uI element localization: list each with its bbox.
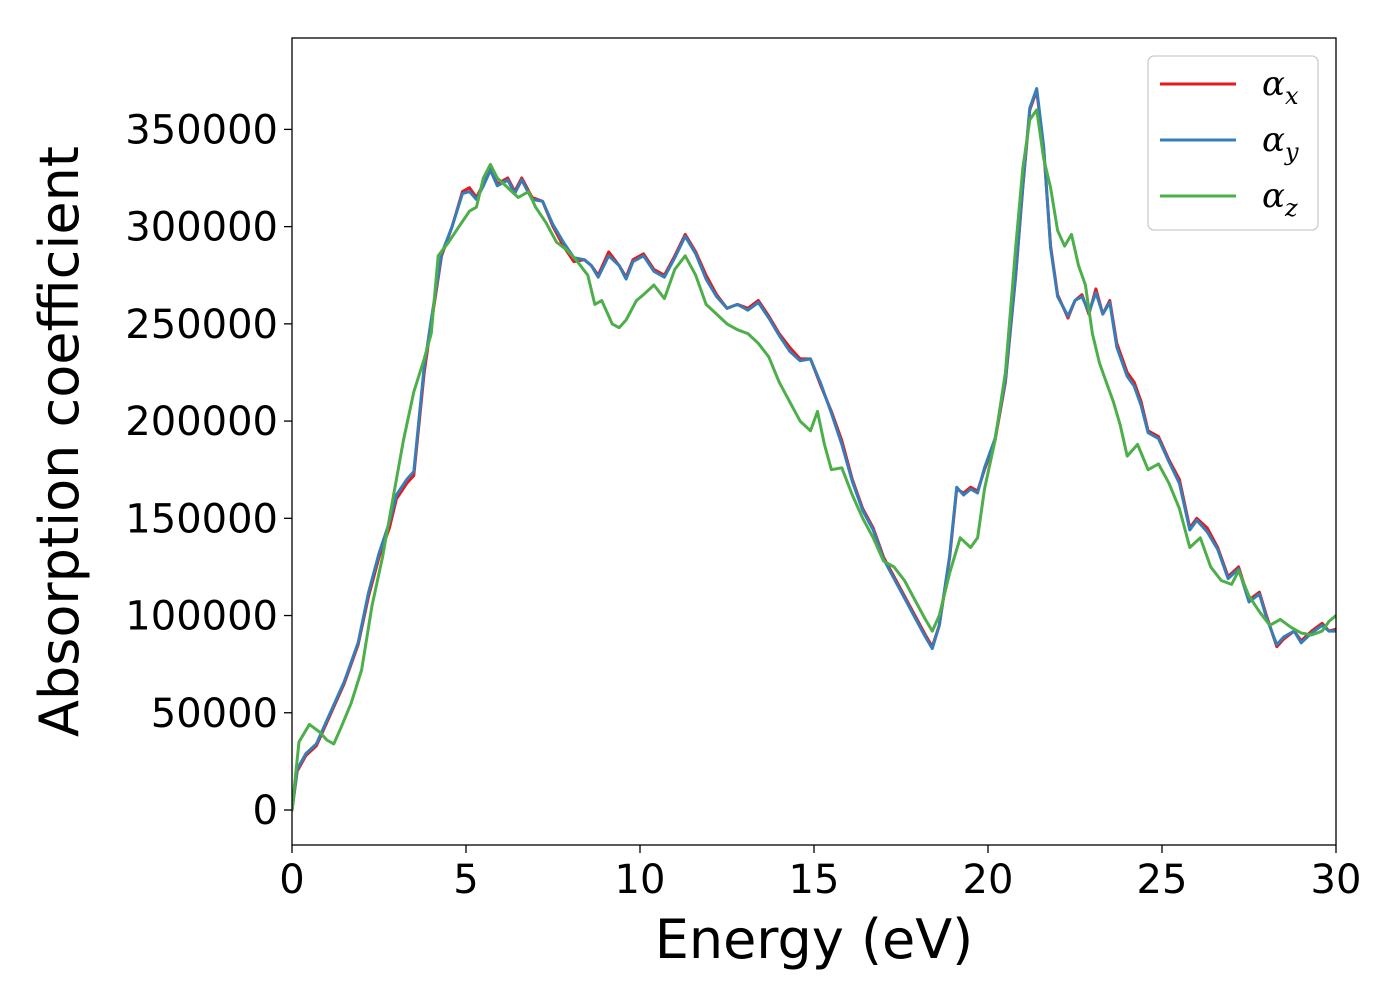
x-tick-label: 5 bbox=[453, 857, 478, 903]
legend-entry-z: αz bbox=[1160, 176, 1298, 222]
x-axis-ticks: 0 5 10 15 20 25 30 bbox=[279, 845, 1361, 903]
legend-subscript: x bbox=[1285, 82, 1299, 110]
y-tick-label: 350000 bbox=[125, 107, 278, 153]
y-tick-label: 150000 bbox=[125, 496, 278, 542]
legend-entry-x: αx bbox=[1160, 64, 1299, 110]
series-layer bbox=[292, 87, 1336, 812]
series-line-z bbox=[292, 108, 1336, 812]
y-tick-label: 300000 bbox=[125, 205, 278, 251]
y-tick-label: 100000 bbox=[125, 594, 278, 640]
x-axis-label: Energy (eV) bbox=[655, 908, 974, 971]
y-tick-label: 200000 bbox=[125, 399, 278, 445]
y-tick-label: 250000 bbox=[125, 302, 278, 348]
y-axis-ticks: 0 50000 100000 150000 200000 250000 300000 3500… bbox=[125, 107, 292, 834]
legend-label-x: αx bbox=[1262, 64, 1299, 110]
y-tick-label: 50000 bbox=[151, 691, 278, 737]
series-line-y bbox=[292, 87, 1336, 812]
x-tick-label: 0 bbox=[279, 857, 304, 903]
legend-subscript: z bbox=[1284, 194, 1298, 222]
x-tick-label: 15 bbox=[789, 857, 840, 903]
legend-box bbox=[1147, 55, 1319, 231]
x-tick-label: 10 bbox=[615, 857, 666, 903]
x-tick-label: 30 bbox=[1311, 857, 1362, 903]
legend-symbol: α bbox=[1262, 64, 1285, 104]
legend-label-z: αz bbox=[1262, 176, 1298, 222]
legend-symbol: α bbox=[1262, 120, 1285, 160]
legend-entry-y: αy bbox=[1160, 120, 1299, 166]
y-tick-label: 0 bbox=[253, 788, 278, 834]
x-tick-label: 20 bbox=[963, 857, 1014, 903]
legend-subscript: y bbox=[1284, 138, 1299, 166]
legend-label-y: αy bbox=[1262, 120, 1299, 166]
legend-symbol: α bbox=[1262, 176, 1285, 216]
y-axis-label: Absorption coefficient bbox=[28, 146, 91, 737]
x-tick-label: 25 bbox=[1137, 857, 1188, 903]
